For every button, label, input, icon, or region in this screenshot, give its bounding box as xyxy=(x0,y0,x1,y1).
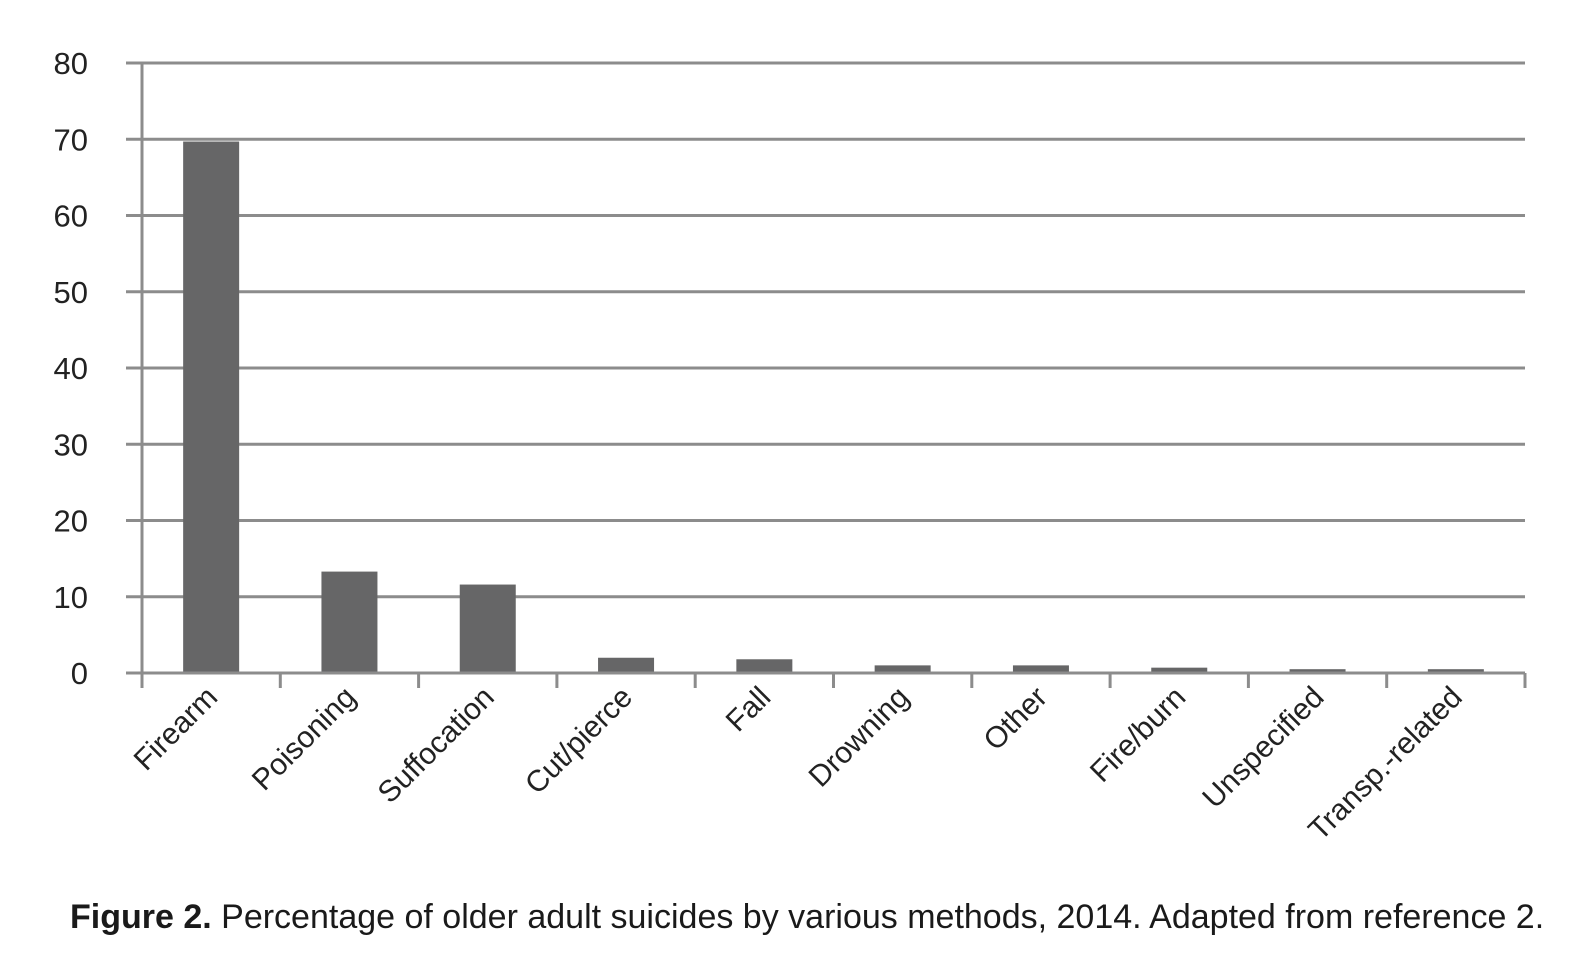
gridlines xyxy=(142,61,1525,599)
x-tick-label: Other xyxy=(978,681,1054,757)
x-tick-label: Suffocation xyxy=(372,681,501,810)
bar xyxy=(1427,669,1484,673)
y-tick-label: 50 xyxy=(54,275,88,310)
x-tick-label: Drowning xyxy=(803,681,916,794)
bar xyxy=(1012,665,1069,673)
y-tick-label: 0 xyxy=(71,656,88,691)
bar-chart: 0 10 20 30 40 50 60 70 80 Firearm Poisoning Suffoc… xyxy=(54,46,1527,847)
x-tick-label: Fire/burn xyxy=(1084,681,1192,789)
bar xyxy=(1151,667,1208,673)
figure-caption: Figure 2. Percentage of older adult suic… xyxy=(70,898,1544,937)
y-tick-label: 80 xyxy=(54,46,88,81)
x-tick-labels: Firearm Poisoning Suffocation Cut/pierce Fal… xyxy=(128,681,1469,847)
caption-label: Figure 2. xyxy=(70,898,212,936)
bar xyxy=(1289,669,1346,673)
x-tick-label: Firearm xyxy=(128,681,224,777)
caption-text: Percentage of older adult suicides by va… xyxy=(211,898,1545,936)
bar xyxy=(598,657,655,673)
y-tick-label: 30 xyxy=(54,427,88,462)
x-tick-label: Poisoning xyxy=(246,681,363,798)
bar xyxy=(874,665,931,673)
axes xyxy=(126,61,1527,688)
y-tick-label: 10 xyxy=(54,580,88,615)
bars xyxy=(183,141,1484,674)
bar xyxy=(459,584,516,673)
x-tick-label: Fall xyxy=(720,681,778,739)
bar xyxy=(183,141,240,674)
y-tick-label: 60 xyxy=(54,199,88,234)
y-tick-label: 40 xyxy=(54,351,88,386)
bar xyxy=(321,571,378,673)
y-tick-labels: 0 10 20 30 40 50 60 70 80 xyxy=(54,46,88,691)
x-tick-label: Unspecified xyxy=(1196,681,1330,815)
y-tick-label: 20 xyxy=(54,504,88,539)
bar xyxy=(736,659,793,673)
x-tick-label: Cut/pierce xyxy=(519,681,639,801)
y-tick-label: 70 xyxy=(54,122,88,157)
